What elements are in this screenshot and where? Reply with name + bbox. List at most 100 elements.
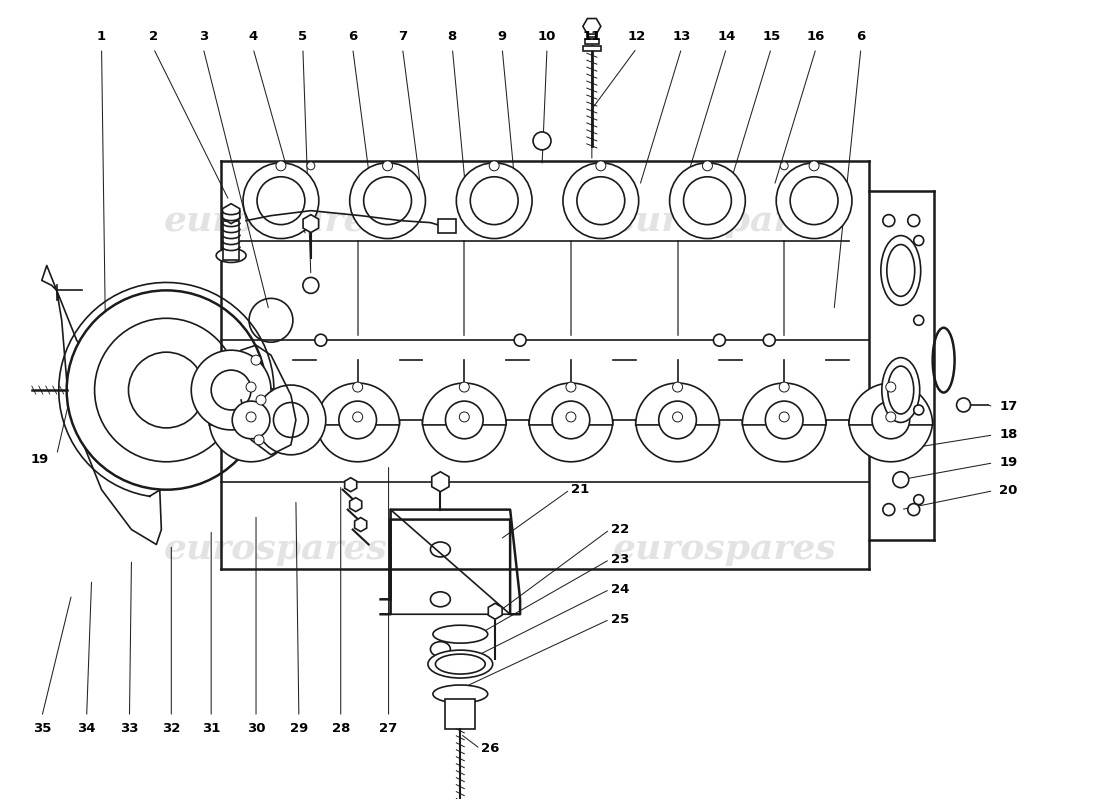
Text: 19: 19 — [31, 454, 48, 466]
Circle shape — [872, 401, 910, 438]
Text: 34: 34 — [77, 722, 96, 735]
Text: 29: 29 — [289, 722, 308, 735]
Circle shape — [914, 235, 924, 246]
Text: 12: 12 — [628, 30, 646, 42]
Ellipse shape — [428, 650, 493, 678]
Text: 10: 10 — [538, 30, 557, 42]
Circle shape — [254, 435, 264, 445]
Ellipse shape — [888, 366, 914, 414]
Text: 17: 17 — [999, 401, 1018, 414]
Ellipse shape — [217, 249, 246, 262]
Text: eurospares: eurospares — [613, 204, 836, 238]
Circle shape — [914, 494, 924, 505]
Circle shape — [777, 163, 851, 238]
Circle shape — [307, 162, 315, 170]
Ellipse shape — [881, 235, 921, 306]
Text: 7: 7 — [398, 30, 407, 42]
Text: 15: 15 — [762, 30, 780, 42]
Text: 8: 8 — [448, 30, 456, 42]
Circle shape — [565, 412, 576, 422]
Circle shape — [576, 177, 625, 225]
Text: 28: 28 — [331, 722, 350, 735]
Text: 9: 9 — [497, 30, 507, 42]
Circle shape — [490, 161, 499, 170]
Circle shape — [256, 385, 326, 455]
Circle shape — [565, 382, 576, 392]
Circle shape — [191, 350, 271, 430]
Text: 23: 23 — [610, 553, 629, 566]
Circle shape — [780, 162, 789, 170]
Circle shape — [456, 163, 532, 238]
Wedge shape — [316, 420, 399, 462]
Circle shape — [703, 161, 713, 170]
Text: 27: 27 — [379, 722, 398, 735]
Text: 25: 25 — [610, 613, 629, 626]
Text: 24: 24 — [610, 583, 629, 596]
Circle shape — [232, 401, 270, 438]
Circle shape — [460, 412, 470, 422]
Text: 1: 1 — [97, 30, 106, 42]
Circle shape — [908, 504, 920, 515]
Circle shape — [563, 163, 639, 238]
Text: 35: 35 — [33, 722, 51, 735]
Wedge shape — [316, 383, 399, 425]
Circle shape — [446, 401, 483, 438]
Circle shape — [596, 161, 606, 170]
Wedge shape — [529, 420, 613, 462]
Circle shape — [95, 318, 238, 462]
Circle shape — [672, 412, 682, 422]
Circle shape — [659, 401, 696, 438]
Circle shape — [514, 334, 526, 346]
Text: 14: 14 — [717, 30, 736, 42]
Circle shape — [350, 163, 426, 238]
Text: 19: 19 — [999, 456, 1018, 470]
Text: 3: 3 — [199, 30, 208, 42]
Bar — [585, 39, 598, 44]
Text: 2: 2 — [148, 30, 158, 42]
Circle shape — [779, 382, 789, 392]
Circle shape — [763, 334, 776, 346]
Text: 31: 31 — [202, 722, 220, 735]
Wedge shape — [529, 383, 613, 425]
Circle shape — [251, 355, 261, 365]
Circle shape — [471, 177, 518, 225]
Text: 21: 21 — [571, 483, 588, 496]
Circle shape — [672, 382, 682, 392]
Ellipse shape — [433, 685, 487, 703]
Circle shape — [246, 412, 256, 422]
Circle shape — [302, 278, 319, 294]
Wedge shape — [636, 420, 719, 462]
Circle shape — [383, 161, 393, 170]
Bar — [439, 218, 456, 233]
Text: 13: 13 — [672, 30, 691, 42]
Text: 32: 32 — [162, 722, 180, 735]
Circle shape — [364, 177, 411, 225]
Circle shape — [276, 161, 286, 170]
Wedge shape — [742, 383, 826, 425]
Text: eurospares: eurospares — [164, 204, 388, 238]
Text: 5: 5 — [298, 30, 307, 42]
Circle shape — [353, 382, 363, 392]
Wedge shape — [422, 383, 506, 425]
Circle shape — [257, 177, 305, 225]
Circle shape — [883, 504, 894, 515]
Circle shape — [552, 401, 590, 438]
Text: 11: 11 — [583, 30, 601, 42]
Circle shape — [670, 163, 746, 238]
Circle shape — [683, 177, 732, 225]
Text: 16: 16 — [807, 30, 825, 42]
Circle shape — [339, 401, 376, 438]
Wedge shape — [422, 420, 506, 462]
Text: 4: 4 — [249, 30, 257, 42]
Text: 22: 22 — [610, 523, 629, 536]
Wedge shape — [849, 420, 933, 462]
Circle shape — [67, 290, 266, 490]
Ellipse shape — [436, 654, 485, 674]
Circle shape — [211, 370, 251, 410]
Bar — [223, 221, 239, 261]
Circle shape — [914, 405, 924, 415]
Circle shape — [256, 395, 266, 405]
Circle shape — [460, 382, 470, 392]
Ellipse shape — [887, 245, 915, 296]
Text: 30: 30 — [246, 722, 265, 735]
